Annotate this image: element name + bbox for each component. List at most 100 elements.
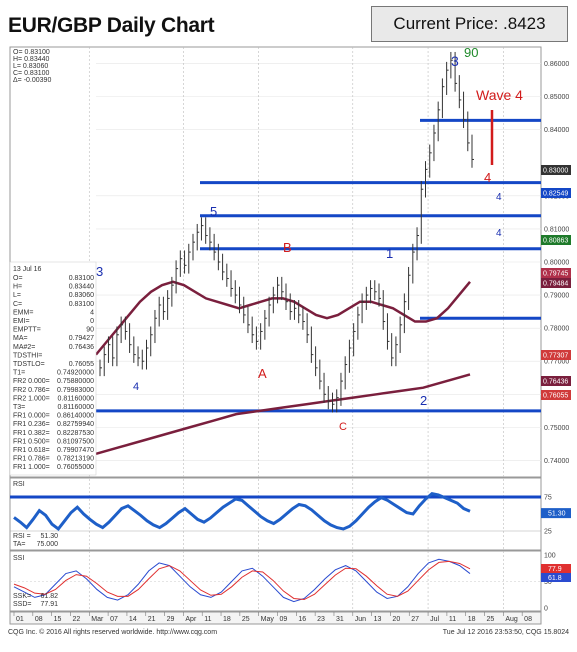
data-panel-value: 0.83440 [69, 284, 94, 291]
x-tick-label: 15 [54, 616, 62, 623]
x-tick-label: 27 [411, 616, 419, 623]
rsi-tick-label: 75 [544, 495, 552, 502]
x-tick-label: 11 [449, 616, 456, 623]
rsi-readout-value: 51.30 [40, 533, 58, 540]
ssi-tick-label: 50 [544, 579, 552, 586]
x-tick-label: 21 [148, 616, 156, 623]
ssi-right-tag: 61.8 [548, 575, 562, 582]
ssi-tick-label: 0 [544, 606, 548, 613]
level-tag-box [541, 268, 571, 278]
data-panel-key: MA#2= [13, 344, 35, 351]
x-tick-label: 09 [280, 616, 288, 623]
ssi-line-ssk [13, 558, 471, 603]
ssk-readout-value: 61.82 [40, 593, 58, 600]
data-panel-value: 4 [90, 309, 94, 316]
data-panel-value: 0.79427 [69, 335, 94, 342]
level-tag-value: 0.80863 [543, 238, 568, 245]
data-panel-value: 0.86140000 [57, 413, 94, 420]
ssi-right-tag: 77.9 [548, 566, 562, 573]
wave-annotation: A [258, 366, 267, 381]
x-axis-strip [9, 611, 542, 625]
data-panel-value: 0.79983000 [57, 387, 94, 394]
wave-annotation: 4 [496, 192, 502, 203]
level-tag-box [541, 235, 571, 245]
level-tag-box [541, 165, 571, 175]
ohlc-info-line: O= 0.83100 [13, 49, 50, 56]
ta-readout-value: 75.000 [37, 541, 59, 548]
data-panel-key: EMI= [13, 318, 30, 325]
ohlc-info-line: L= 0.83060 [13, 63, 48, 70]
x-tick-label: 18 [468, 616, 476, 623]
data-panel-value: 0.81160000 [58, 395, 95, 402]
level-tag-box [541, 278, 571, 288]
rsi-tick-label: 25 [544, 529, 552, 536]
wave-annotation: 2 [420, 393, 427, 408]
data-panel-key: MA= [13, 335, 28, 342]
y-tick-label: 0.86000 [544, 61, 569, 68]
x-tick-label: 22 [72, 616, 80, 623]
level-tag-value: 0.83000 [543, 168, 568, 175]
wave-annotation: 4 [484, 170, 491, 185]
ta-readout-label: TA= [13, 541, 26, 548]
data-panel-value: 0.83100 [69, 275, 94, 282]
ohlc-info-line: H= 0.83440 [13, 56, 49, 63]
footer-left: CQG Inc. © 2016 All rights reserved worl… [8, 628, 217, 636]
x-tick-label: Mar [91, 616, 104, 623]
x-tick-label: 23 [317, 616, 325, 623]
ssi-line-ssd [13, 560, 471, 601]
ssi-panel-title: SSI [13, 555, 24, 562]
wave-annotation: 5 [210, 204, 217, 219]
ohlc-info-line: Δ= -0.00390 [13, 77, 51, 84]
data-panel-value: 90 [86, 327, 94, 334]
rsi-right-tag-box [541, 508, 571, 519]
footer-right: Tue Jul 12 2016 23:53:50, CQG 15.8024 [443, 629, 569, 636]
current-price-value: .8423 [503, 14, 546, 33]
wave-annotation: C [339, 421, 347, 433]
ssi-panel-frame [9, 550, 542, 612]
data-panel-key: C= [13, 301, 22, 308]
y-tick-label: 0.75000 [544, 425, 569, 432]
level-tag-value: 0.79745 [543, 271, 568, 278]
data-panel-key: FR1 0.000= [13, 413, 50, 420]
x-tick-label: 01 [16, 616, 24, 623]
data-panel-key: TDSTHI= [13, 352, 42, 359]
data-panel-value: 0.74920000 [57, 370, 94, 377]
ohlc-info-line: C= 0.83100 [13, 70, 49, 77]
data-panel-value: 0.83060 [69, 292, 94, 299]
data-panel-key: FR2 0.786= [13, 387, 50, 394]
data-panel-value: 0.81160000 [58, 404, 95, 411]
data-panel-bg [9, 261, 97, 476]
level-tag-value: 0.76436 [543, 379, 568, 386]
wave-annotation: 1 [386, 246, 393, 261]
data-panel-value: 0.79907470 [57, 447, 94, 454]
data-panel-key: FR1 0.500= [13, 438, 50, 445]
data-panel-key: O= [13, 275, 23, 282]
data-panel-key: FR1 0.382= [13, 430, 50, 437]
data-panel-key: EMM= [13, 309, 33, 316]
level-tag-box [541, 188, 571, 198]
wave-annotation: Wave 4 [476, 87, 523, 103]
data-panel-value: 0.76055000 [57, 464, 94, 471]
ssi-right-tag-box [541, 573, 571, 582]
x-tick-label: Jul [430, 616, 439, 623]
data-panel-value: 0.82759940 [57, 421, 94, 428]
data-panel-key: L= [13, 292, 21, 299]
moving-average-fast-line [95, 280, 471, 356]
current-price-label: Current Price: [393, 14, 499, 33]
x-tick-label: 25 [242, 616, 250, 623]
x-tick-label: 07 [110, 616, 118, 623]
wave-annotation: 4 [496, 228, 502, 239]
x-tick-label: 16 [298, 616, 306, 623]
data-panel-value: 0.75880000 [57, 378, 94, 385]
x-tick-label: 25 [487, 616, 495, 623]
data-panel-key: T3= [13, 404, 25, 411]
data-panel-value: 0 [90, 318, 94, 325]
level-tag-value: 0.76055 [543, 393, 568, 400]
data-panel-key: T1= [13, 370, 25, 377]
y-tick-label: 0.85000 [544, 94, 569, 101]
wave-annotation: B [283, 240, 292, 255]
ssi-tick-label: 100 [544, 553, 556, 560]
y-tick-label: 0.74000 [544, 458, 569, 465]
chart-title: EUR/GBP Daily Chart [8, 14, 215, 37]
y-tick-label: 0.80000 [544, 260, 569, 267]
